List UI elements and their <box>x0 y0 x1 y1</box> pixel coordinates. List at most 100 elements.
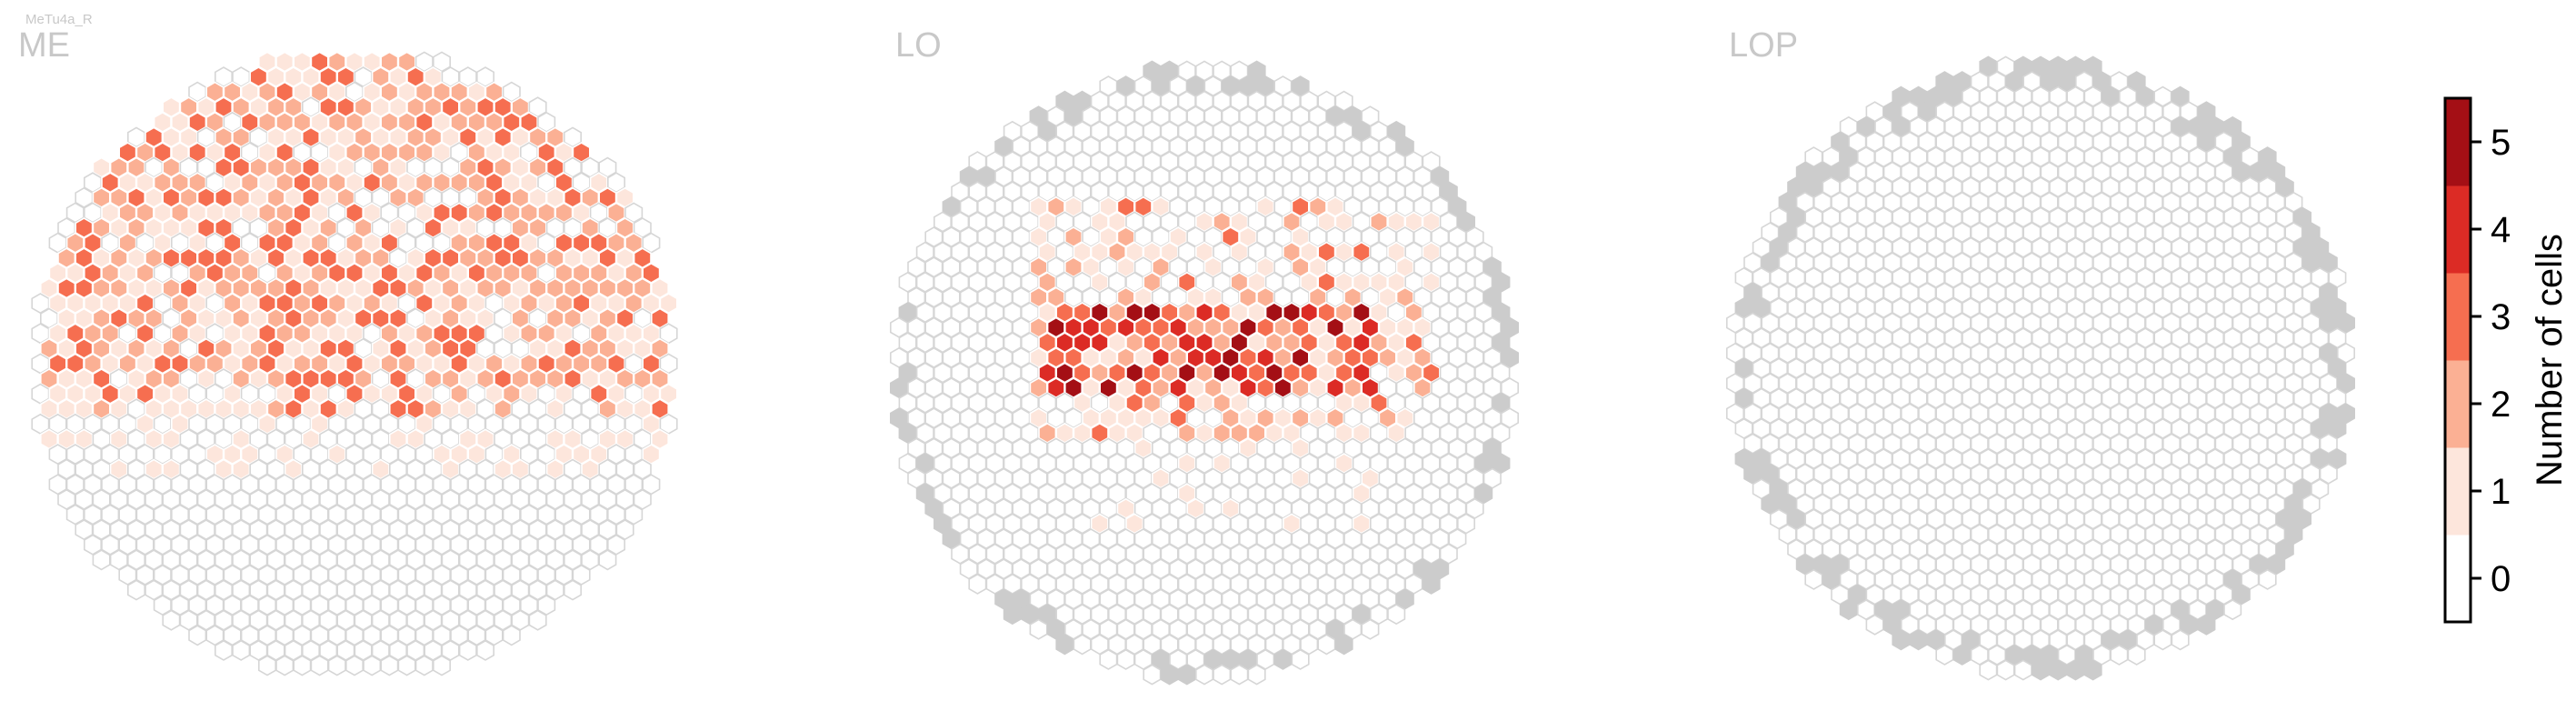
hex-cell-count-1 <box>232 398 251 420</box>
hex-cell-empty <box>441 579 460 601</box>
hex-cell-empty <box>467 564 486 586</box>
hex-cell-count-2 <box>266 368 285 390</box>
hex-cell-count-1 <box>363 262 382 284</box>
hex-cell-empty <box>467 504 486 526</box>
hex-cell-count-1 <box>363 111 382 133</box>
hex-grid-lop <box>1726 55 2355 681</box>
hex-cell-count-1 <box>441 398 460 420</box>
hex-cell-empty <box>31 293 50 315</box>
hex-cell-outside <box>1483 256 1502 278</box>
hex-cell-count-3 <box>441 247 460 269</box>
hex-cell-outside <box>1387 120 1406 142</box>
hex-cell-count-1 <box>554 444 574 466</box>
hex-cell-empty <box>397 534 416 556</box>
hex-cell-count-1 <box>511 277 530 299</box>
hex-cell-count-2 <box>275 111 295 133</box>
hex-cell-count-2 <box>232 96 251 118</box>
hex-cell-count-3 <box>642 353 661 375</box>
hex-cell-count-3 <box>650 307 670 329</box>
hex-cell-empty <box>266 609 285 631</box>
hex-cell-empty <box>554 413 574 435</box>
hex-cell-empty <box>511 488 530 510</box>
hex-cell-count-1 <box>310 202 329 224</box>
hex-cell-empty <box>397 655 416 676</box>
hex-cell-empty <box>363 474 382 496</box>
hex-cell-count-2 <box>467 111 486 133</box>
hex-cell-empty <box>511 337 530 359</box>
hex-cell-empty <box>354 609 373 631</box>
hex-cell-count-2 <box>511 307 530 329</box>
hex-cell-empty <box>223 534 242 556</box>
hex-cell-empty <box>441 639 460 661</box>
hex-cell-empty <box>1361 105 1380 127</box>
hex-cell-empty <box>467 595 486 616</box>
hex-cell-outside <box>1177 664 1196 686</box>
hex-cell-empty <box>642 232 661 254</box>
hex-cell-empty <box>406 609 425 631</box>
hex-cell-outside <box>1839 599 1858 621</box>
hex-cell-count-1 <box>642 293 661 315</box>
hex-cell-count-2 <box>467 172 486 194</box>
hex-cell-count-3 <box>598 186 617 208</box>
hex-cell-count-1 <box>598 368 617 390</box>
hex-cell-empty <box>223 625 242 646</box>
hex-cell-count-2 <box>275 172 295 194</box>
hex-cell-count-3 <box>310 293 329 315</box>
hex-cell-empty <box>606 172 626 194</box>
hex-cell-empty <box>223 413 242 435</box>
hex-cell-empty <box>266 428 285 450</box>
hex-cell-outside <box>1291 75 1310 97</box>
hex-cell-empty <box>441 549 460 571</box>
hex-cell-empty <box>354 579 373 601</box>
hex-cell-empty <box>432 51 452 73</box>
hex-cell-outside <box>1474 483 1493 505</box>
hex-cell-outside <box>1492 453 1511 475</box>
colorbar-swatch <box>2445 98 2471 186</box>
hex-cell-empty <box>266 549 285 571</box>
hex-cell-empty <box>598 156 617 178</box>
hex-cell-count-3 <box>650 398 670 420</box>
hex-cell-empty <box>624 504 644 526</box>
hex-cell-outside <box>1160 664 1179 686</box>
hex-cell-empty <box>310 595 329 616</box>
hex-cell-count-1 <box>363 232 382 254</box>
hex-cell-empty <box>293 655 312 676</box>
hex-cell-outside <box>1909 629 1928 651</box>
hex-cell-count-2 <box>511 217 530 239</box>
hex-cell-count-3 <box>642 262 661 284</box>
hex-cell-empty <box>441 609 460 631</box>
hex-cell-count-2 <box>354 96 373 118</box>
panel-me: ME <box>18 26 678 676</box>
hex-cell-empty <box>2223 599 2242 621</box>
colorbar-tick-label: 0 <box>2491 559 2511 599</box>
hex-cell-count-2 <box>467 202 486 224</box>
hex-cell-empty <box>598 458 617 480</box>
hex-cell-empty <box>563 579 583 601</box>
hex-cell-count-3 <box>319 398 338 420</box>
hex-cell-empty <box>615 519 634 541</box>
hex-cell-count-3 <box>266 247 285 269</box>
colorbar-swatch <box>2445 447 2471 536</box>
hex-cell-empty <box>223 564 242 586</box>
hex-cell-count-2 <box>232 368 251 390</box>
hex-cell-count-2 <box>319 307 338 329</box>
hex-cell-empty <box>92 549 111 571</box>
hex-cell-count-1 <box>467 293 486 315</box>
hex-cell-outside <box>1483 437 1502 459</box>
hex-cell-count-3 <box>511 247 530 269</box>
hex-grid-lo <box>889 60 1519 686</box>
hex-cell-count-3 <box>319 247 338 269</box>
hex-cell-count-3 <box>319 337 338 359</box>
hex-cell-empty <box>554 474 574 496</box>
hex-cell-outside <box>1492 392 1511 414</box>
hex-cell-empty <box>598 549 617 571</box>
hex-cell-empty <box>537 595 556 616</box>
hex-cell-empty <box>2153 629 2172 651</box>
hex-cell-empty <box>968 573 987 595</box>
hex-cell-empty <box>327 655 346 676</box>
hex-cell-empty <box>232 66 251 88</box>
hex-cell-count-1 <box>363 202 382 224</box>
hex-cell-empty <box>275 413 295 435</box>
hex-cell-count-2 <box>354 217 373 239</box>
